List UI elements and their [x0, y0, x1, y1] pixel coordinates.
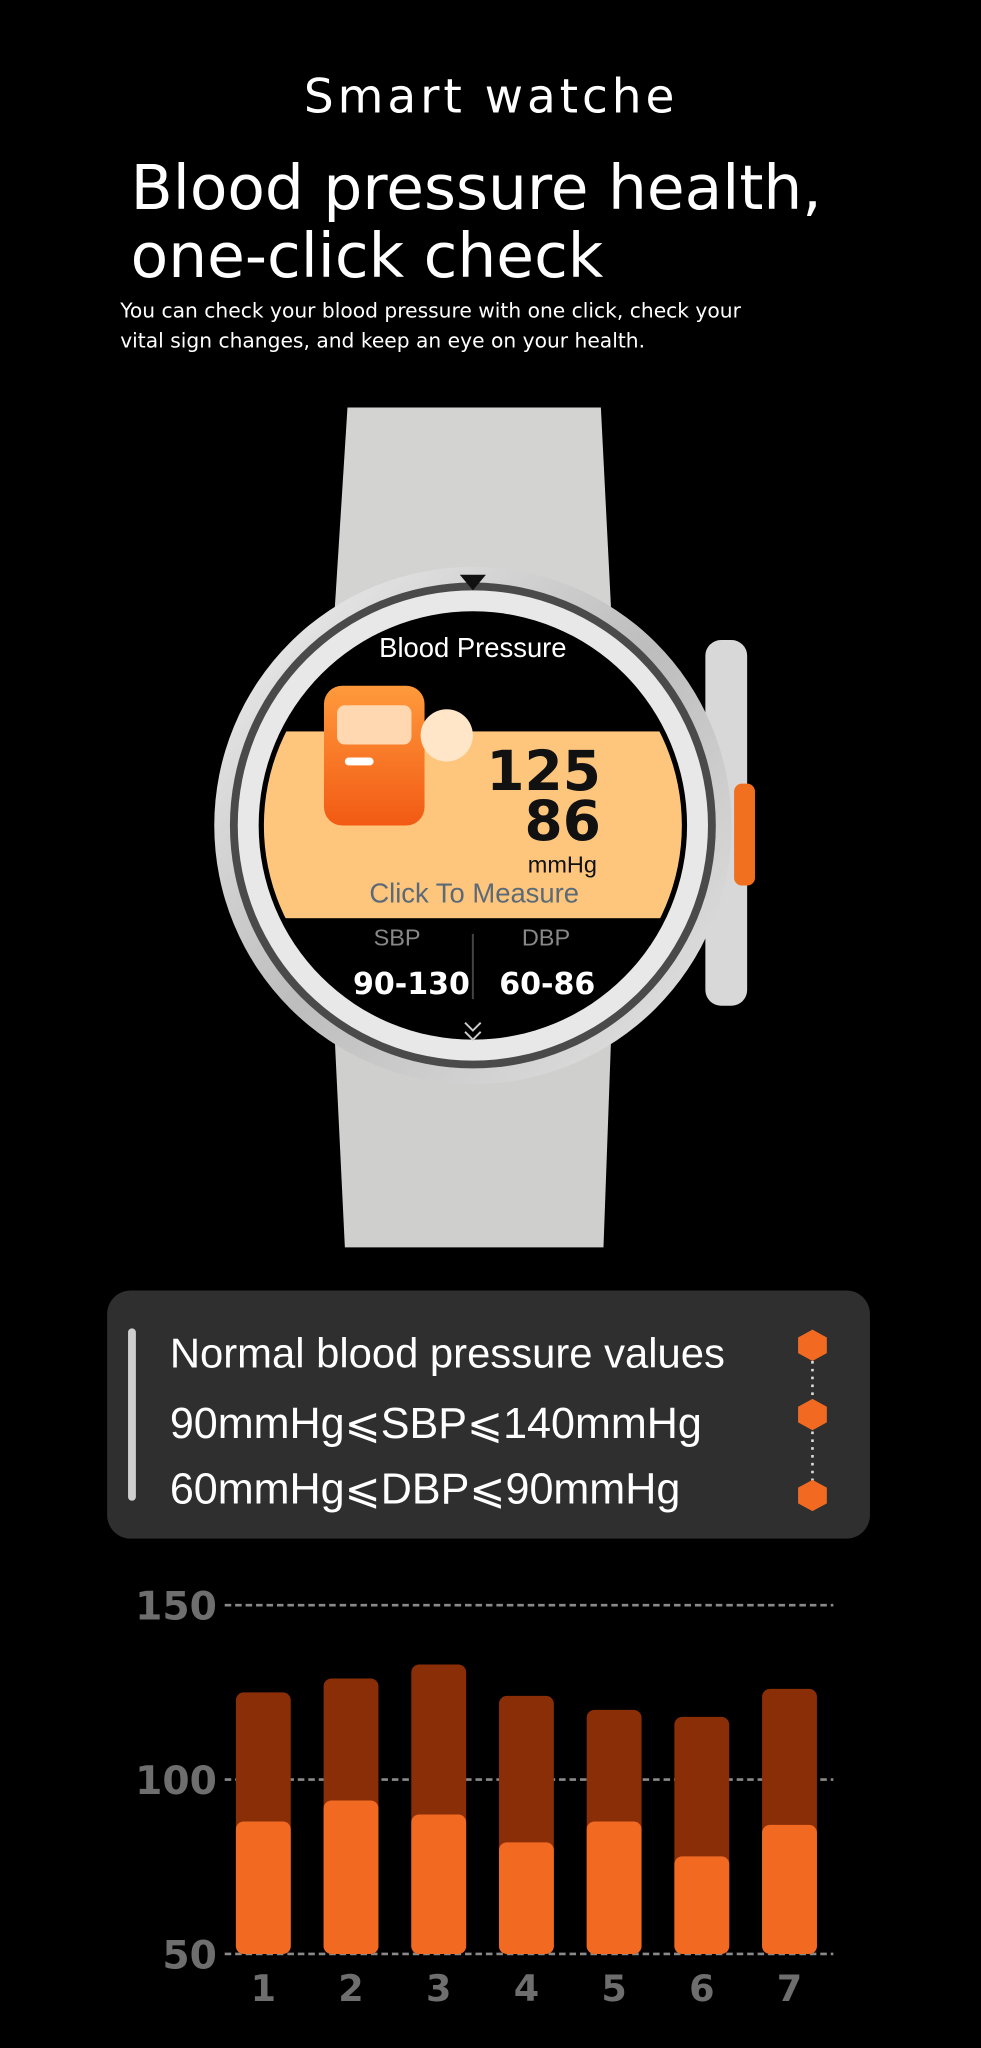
diastolic: 86: [525, 789, 601, 853]
systolic: 125: [486, 739, 600, 803]
dbp-range: 60-86: [499, 967, 595, 1002]
unit: mmHg: [528, 851, 597, 877]
x-tick-label: 4: [514, 1967, 539, 2010]
dbp-label: DBP: [522, 925, 570, 951]
info-line: 60mmHg⩽DBP⩽90mmHg: [170, 1465, 680, 1513]
subtitle-line: You can check your blood pressure with o…: [119, 298, 741, 322]
bar: [323, 1800, 379, 1954]
bar: [411, 1814, 467, 1954]
y-tick-label: 150: [135, 1585, 217, 1630]
measure-action: Click To Measure: [369, 878, 579, 909]
screen-title: Blood Pressure: [379, 632, 566, 663]
y-tick-label: 100: [135, 1759, 217, 1804]
y-tick-label: 50: [162, 1933, 217, 1978]
title-line: one-click check: [131, 221, 604, 292]
x-tick-label: 5: [601, 1967, 626, 2010]
title-line: Blood pressure health,: [131, 153, 822, 224]
x-tick-label: 3: [426, 1967, 451, 2010]
x-tick-label: 6: [689, 1967, 714, 2010]
brand: Smart watche: [304, 69, 678, 124]
info-title: Normal blood pressure values: [170, 1330, 725, 1377]
bar: [762, 1824, 817, 1954]
x-tick-label: 7: [777, 1967, 802, 2010]
subtitle-line: vital sign changes, and keep an eye on y…: [120, 328, 645, 352]
bar: [674, 1856, 730, 1954]
bar: [498, 1842, 554, 1954]
sbp-label: SBP: [374, 925, 421, 951]
x-tick-label: 2: [338, 1967, 363, 2010]
watch: Blood Pressure 125 86 mmHg Click To Meas…: [214, 407, 755, 1248]
bar: [235, 1821, 291, 1954]
sbp-range: 90-130: [353, 967, 470, 1002]
bar: [586, 1821, 642, 1954]
info-box: Normal blood pressure values 90mmHg⩽SBP⩽…: [107, 1290, 870, 1539]
info-line: 90mmHg⩽SBP⩽140mmHg: [170, 1400, 702, 1448]
x-tick-label: 1: [251, 1967, 276, 2010]
